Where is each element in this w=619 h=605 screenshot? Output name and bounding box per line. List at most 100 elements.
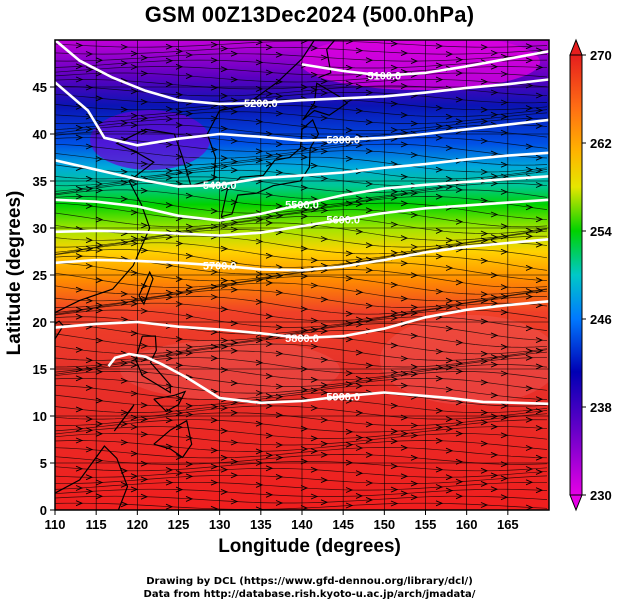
wind-arrowhead [525,288,534,295]
streamline [55,215,548,234]
contour-line [55,300,549,340]
wind-arrowhead [400,444,409,451]
wind-arrowhead [95,57,104,64]
wind-arrowhead [345,381,354,388]
wind-arrowhead [300,154,309,161]
wind-arrowhead [435,466,444,473]
wind-arrowhead [275,383,284,390]
wind-arrowhead [210,269,219,275]
wind-arrowhead [255,157,264,164]
wind-arrowhead [120,195,129,202]
wind-arrowhead [490,211,499,218]
wind-arrowhead [365,242,374,249]
wind-arrowhead [255,118,264,125]
streamline [55,189,548,207]
wind-arrowhead [230,167,239,174]
wind-arrowhead [230,199,239,206]
y-tick-label: 25 [33,268,47,283]
wind-arrowhead [265,44,274,51]
wind-arrowhead [355,228,364,235]
wind-arrowhead [265,452,274,459]
wind-arrowhead [275,272,284,279]
wind-arrowhead [275,141,284,148]
wind-arrowhead [300,145,309,152]
wind-arrowhead [535,396,544,403]
y-tick-label: 0 [40,503,47,518]
wind-arrowhead [525,115,534,122]
wind-arrowhead [85,175,94,182]
wind-arrowhead [390,402,399,409]
wind-arrowhead [95,493,104,500]
wind-arrowhead [75,465,84,472]
wind-arrowhead [120,420,129,427]
wind-arrowhead [535,241,544,248]
wind-arrowhead [355,375,364,382]
wind-arrowhead [400,200,409,207]
wind-arrowhead [500,402,509,409]
wind-arrowhead [210,208,219,215]
wind-arrowhead [445,303,454,310]
wind-arrowhead [435,437,444,444]
wind-arrowhead [165,503,174,510]
wind-arrowhead [95,277,104,284]
wind-arrowhead [210,463,219,470]
wind-arrowhead [355,256,364,263]
wind-arrowhead [365,207,374,214]
wind-arrowhead [435,484,444,490]
streamline [55,229,548,248]
wind-arrowhead [220,223,229,229]
wind-arrowhead [120,501,129,508]
wind-arrowhead [175,48,184,55]
wind-arrowhead [480,257,489,264]
wind-arrowhead [500,494,509,501]
wind-arrowhead [490,361,499,368]
cold-core-northeast [300,40,540,90]
contour-line [55,81,549,147]
wind-arrowhead [480,138,489,144]
wind-arrowhead [320,207,329,214]
wind-arrowhead [435,407,444,414]
wind-arrowhead [140,295,149,302]
y-tick-label: 45 [33,80,47,95]
wind-arrowhead [400,173,409,180]
wind-arrowhead [435,348,444,355]
credit-data-source: Data from http://database.rish.kyoto-u.a… [143,589,476,600]
wind-arrowhead [455,218,464,225]
wind-arrowhead [310,448,319,455]
wind-arrowhead [410,480,419,487]
streamline [55,296,547,315]
wind-arrowhead [455,458,464,465]
wind-arrowhead [355,434,364,441]
streamline [55,137,548,152]
wind-arrowhead [410,120,419,127]
streamline [55,440,548,452]
wind-arrowhead [255,420,264,427]
wind-arrowhead [230,108,239,115]
wind-arrowhead [300,485,309,491]
wind-arrowhead [230,260,239,266]
wind-arrowhead [165,349,174,356]
wind-arrowhead [95,95,104,102]
wind-arrowhead [85,297,94,304]
wind-arrowhead [390,249,399,256]
wind-arrowhead [140,493,149,500]
wind-arrowhead [275,350,284,357]
wind-arrowhead [480,409,489,416]
wind-arrowhead [75,306,84,313]
streamline [55,156,548,173]
wind-arrowhead [300,273,309,280]
wind-arrowhead [220,92,229,99]
wind-arrowhead [390,342,399,349]
wind-arrowhead [435,375,444,382]
wind-arrowhead [175,486,184,493]
wind-arrowhead [480,480,489,487]
wind-arrowhead [75,375,84,382]
streamline [55,398,548,413]
coastline-borneo [55,445,129,510]
wind-arrowhead [75,346,84,353]
colorbar-labels: 270 262 254 246 238 230 [582,48,612,503]
wind-arrowhead [445,447,454,454]
wind-arrowhead [120,299,129,306]
wind-arrowhead [165,234,174,241]
wind-arrowhead [75,124,84,131]
